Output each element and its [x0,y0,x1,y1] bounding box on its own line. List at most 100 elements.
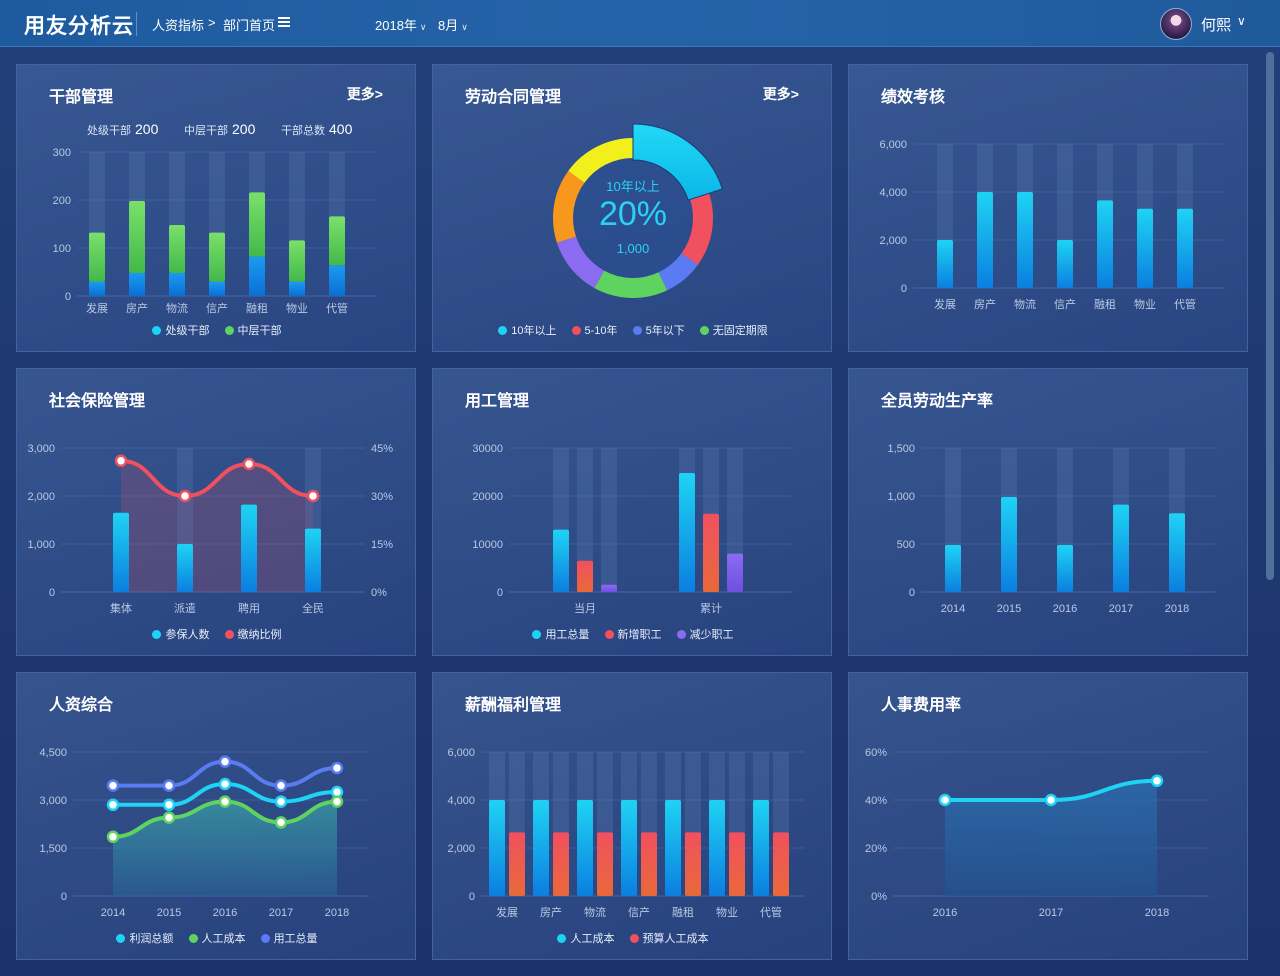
bar-salary [489,800,505,896]
x-tick-label: 信产 [628,905,650,919]
y-tick-label: 20000 [472,491,503,503]
legend-item[interactable]: 参保人数 [152,629,209,641]
bar-middle-cadre [289,240,305,282]
bar-employment [703,513,719,592]
x-tick-label: 2015 [157,907,181,919]
donut-slice-highlight [632,123,724,201]
card-title: 社会保险管理 [49,393,146,410]
y-tick-label: 30000 [472,443,503,455]
menu-icon[interactable] [278,17,290,27]
legend: 人工成本 预算人工成本 [433,930,833,946]
user-name[interactable]: 何熙 [1201,17,1232,34]
x-tick-label: 2015 [997,603,1021,615]
y-tick-label: 0 [901,283,907,295]
line-point [1044,793,1058,807]
legend-item[interactable]: 无固定期限 [699,325,768,337]
legend-item[interactable]: 人工成本 [557,933,614,945]
y-tick-label: 300 [53,147,71,159]
bar-performance [977,192,993,288]
legend-item[interactable]: 利润总额 [116,933,173,945]
legend-item[interactable]: 5年以下 [632,325,685,337]
y-tick-label: 2,000 [27,491,55,503]
brand-logo[interactable]: 用友分析云 [24,15,134,38]
legend-item[interactable]: 中层干部 [224,325,282,337]
user-menu-chevron-icon[interactable]: ∨ [1237,14,1246,28]
legend-item[interactable]: 减少职工 [676,629,734,641]
card-salary: 0 2,000 4,000 6,000 发展 房产 物流 信产 融租 物业 代管 薪酬福利管理 人工… [432,672,832,960]
y-tick-label: 6,000 [879,139,907,151]
x-tick-label: 融租 [672,906,694,919]
x-tick-label: 物流 [1014,297,1036,311]
stat-value: 200 [232,121,256,137]
bar-middle-cadre [209,232,225,282]
y-tick-label: 0 [909,587,915,599]
month-select[interactable]: 8月 ∨ [438,15,468,34]
bar-salary [665,800,681,896]
bar-division-cadre [329,265,345,296]
legend-item[interactable]: 用工总量 [260,933,318,945]
legend-item[interactable]: 缴纳比例 [224,629,282,641]
x-tick-label: 房产 [126,301,148,315]
bar-division-cadre [129,272,145,296]
more-link[interactable]: 更多> [346,86,383,102]
bar-productivity [945,544,961,592]
breadcrumb-root[interactable]: 人资指标 [152,18,205,33]
chevron-down-icon: ∨ [461,22,468,32]
bar-division-cadre [89,281,105,296]
bar-insured-count [241,504,257,592]
legend-item[interactable]: 5-10年 [571,325,618,337]
x-tick-label: 物业 [716,905,738,919]
more-link[interactable]: 更多> [762,86,799,102]
top-bar: 用友分析云 人资指标 > 部门首页 2018年 ∨ 8月 ∨ 何熙 ∨ [0,0,1280,47]
bar-salary [709,800,725,896]
bar-productivity [1001,496,1017,592]
bar-division-cadre [169,272,185,296]
bar-employment [553,529,569,592]
performance-chart: 0 2,000 4,000 6,000 发展 房产 物流 信产 融租 物业 代管 [879,139,1225,311]
bar-performance [1057,240,1073,288]
y-tick-label: 1,500 [887,443,915,455]
x-tick-label: 房产 [974,297,996,311]
y2-tick-label: 0% [371,587,387,599]
x-tick-label: 累计 [700,602,722,615]
y-tick-label: 0 [497,587,503,599]
legend-item[interactable]: 处级干部 [152,325,209,337]
donut-center [573,158,693,278]
bar-track [577,448,593,592]
bar-middle-cadre [169,224,185,273]
avatar[interactable] [1160,8,1192,40]
bar-employment [679,472,695,592]
card-title: 全员劳动生产率 [881,393,994,410]
stat-label: 干部总数 [281,125,325,137]
legend-item[interactable]: 新增职工 [604,629,662,641]
x-tick-label: 2018 [1165,603,1189,615]
legend-item[interactable]: 用工总量 [532,629,589,641]
line-point [106,830,120,844]
bar-division-cadre [249,256,265,296]
card-title: 人事费用率 [881,697,962,714]
x-tick-label: 发展 [496,905,518,919]
stat-middle-cadre: 中层干部 200 [184,121,255,138]
legend-item[interactable]: 人工成本 [188,933,246,945]
bar-insured-count [177,544,193,592]
bar-middle-cadre [129,200,145,273]
year-select[interactable]: 2018年 ∨ [375,15,427,34]
y-tick-label: 4,000 [447,795,475,807]
x-tick-label: 物业 [1134,297,1156,311]
scrollbar[interactable] [1266,52,1274,580]
line-point [274,816,288,829]
stat-label: 处级干部 [87,125,131,137]
x-tick-label: 2014 [101,907,125,919]
card-cadre: 0 100 200 300 发展 房产 物流 信产 融租 物业 代管 干部管理 更多> 处级干部 20… [16,64,416,352]
x-tick-label: 融租 [246,302,268,315]
legend: 10年以上 5-10年 5年以下 无固定期限 [433,322,833,338]
brand-divider [136,12,137,36]
legend-item[interactable]: 10年以上 [498,325,556,337]
y-tick-label: 0% [871,891,887,903]
x-tick-label: 2016 [1053,603,1077,615]
legend-item[interactable]: 预算人工成本 [629,933,709,945]
y-tick-label: 0 [61,891,67,903]
x-tick-label: 代管 [760,905,782,919]
cost-rate-chart: 0% 20% 40% 60% 2016 2017 2018 [865,747,1209,919]
donut-center-value: 1,000 [616,241,650,256]
